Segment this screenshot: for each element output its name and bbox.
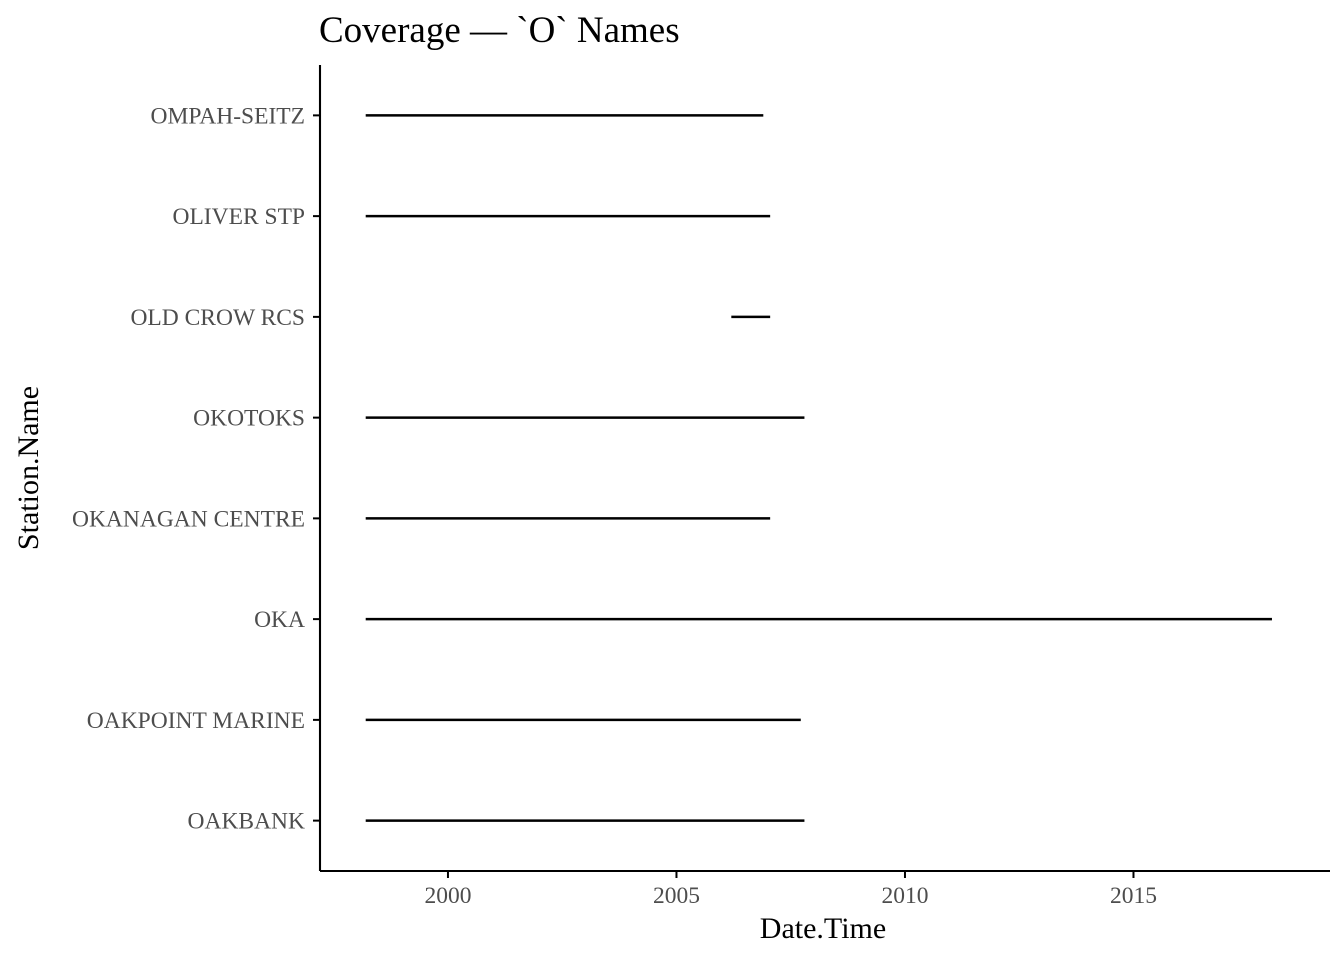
y-axis-title: Station.Name [12,386,45,550]
y-tick-label-oakbank: OAKBANK [188,809,306,835]
y-tick-label-okotoks: OKOTOKS [193,406,305,432]
x-tick-label-2010: 2010 [881,883,928,909]
y-tick-label-ompah-seitz: OMPAH-SEITZ [150,103,305,129]
x-axis-title: Date.Time [760,912,886,945]
y-axis-ticks: OAKBANK OAKPOINT MARINE OKA OKANAGAN CENTRE… [72,103,320,835]
y-tick-label-oakpoint-marine: OAKPOINT MARINE [87,708,305,734]
y-tick-label-oliver-stp: OLIVER STP [172,204,305,230]
chart-title: Coverage — `O` Names [319,10,680,51]
coverage-segments [365,114,1272,822]
x-axis-ticks: 2000 2005 2010 2015 [424,871,1157,909]
x-tick-label-2015: 2015 [1110,883,1157,909]
x-tick-label-2000: 2000 [424,883,471,909]
y-tick-label-oka: OKA [254,607,305,633]
y-tick-label-okanagan-centre: OKANAGAN CENTRE [72,506,305,532]
x-tick-label-2005: 2005 [653,883,700,909]
y-tick-label-old-crow-rcs: OLD CROW RCS [130,305,305,331]
